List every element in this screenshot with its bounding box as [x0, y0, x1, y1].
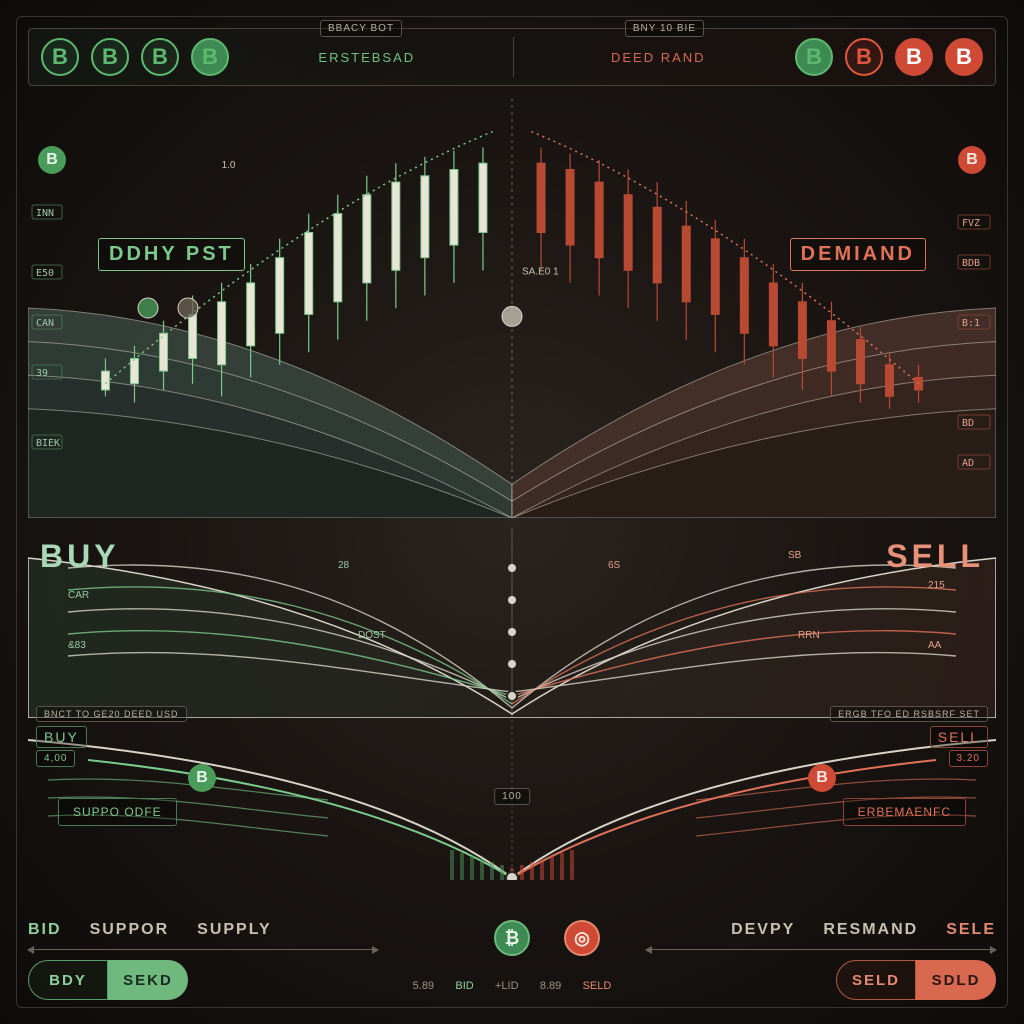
supply-title: DDHY PST: [98, 238, 245, 271]
footer-label: BID: [28, 921, 62, 939]
demand-title: DEMIAND: [790, 238, 926, 271]
bitcoin-icon: B: [958, 146, 986, 174]
bitcoin-icon: B: [38, 146, 66, 174]
footer-right: DEVPY RESMAND SELE SELD SDLD: [646, 921, 996, 1000]
footer-right-labels: DEVPY RESMAND SELE: [731, 921, 996, 939]
footer-label: RESMAND: [823, 921, 918, 939]
candlestick-depth-chart: INN E50 CAN 39 BIEK FVZ BDB B:1 BD AD SA.E0 1 1.0 D…: [28, 98, 996, 518]
svg-text:1.0: 1.0: [222, 160, 236, 171]
buy-label: BUY: [40, 538, 120, 575]
sell-label-2: SELL: [930, 726, 988, 748]
footer: BID SUPPOR SUPPLY BDY SEKD ₿ ◎ 5.89 BID +L…: [28, 890, 996, 1000]
svg-text:DOST: DOST: [358, 630, 386, 641]
bitcoin-icon: B: [945, 38, 983, 76]
svg-text:RRN: RRN: [798, 630, 820, 641]
mid-svg: CAR&83 28 DOST 6S SB RRN 215 AA: [28, 528, 996, 718]
svg-text:BD: BD: [962, 418, 974, 429]
buy-label-2: BUY: [36, 726, 87, 748]
buy-value: 4,00: [36, 750, 75, 767]
svg-text:39: 39: [36, 368, 48, 379]
svg-text:E50: E50: [36, 268, 54, 279]
footer-left-labels: BID SUPPOR SUPPLY: [28, 921, 378, 939]
svg-text:FVZ: FVZ: [962, 218, 980, 229]
bitcoin-icon: B: [795, 38, 833, 76]
chart-svg: INN E50 CAN 39 BIEK FVZ BDB B:1 BD AD SA.E0 1 1.0: [28, 98, 996, 518]
footer-label: SUPPLY: [197, 921, 272, 939]
buy-pill-group: BDY SEKD: [28, 960, 378, 1000]
axis-ticks: 5.89 BID +LID 8.89 SELD: [402, 980, 622, 992]
svg-text:215: 215: [928, 580, 945, 591]
bitcoin-icon: B: [91, 38, 129, 76]
axis-arrow-left: [28, 949, 378, 950]
header-bar: BBBB ERSTEBSAD DEED RAND BBBB: [28, 28, 996, 86]
footer-label: DEVPY: [731, 921, 795, 939]
mid-curves-zone: CAR&8328DOST6SSBRRN215AA BUY SELL BNCT T…: [28, 528, 996, 718]
depth-zone: BUY SELL 4,00 3.20 SUPPO ODFE ERBEMAENFC…: [28, 720, 996, 880]
sell-pill-group: SELD SDLD: [836, 960, 996, 1000]
bitcoin-icon: B: [141, 38, 179, 76]
footer-label: SUPPOR: [90, 921, 170, 939]
svg-text:B:1: B:1: [962, 318, 980, 329]
coins-right: BBBB: [795, 38, 983, 76]
svg-text:BDB: BDB: [962, 258, 980, 269]
svg-text:28: 28: [338, 560, 350, 571]
sell-pill[interactable]: SELD: [836, 960, 916, 1000]
bitcoin-icon: B: [845, 38, 883, 76]
sell-label: SELL: [886, 538, 984, 575]
bitcoin-icon: B: [191, 38, 229, 76]
tick: +LID: [495, 980, 519, 992]
tick: 8.89: [540, 980, 561, 992]
tick: SELD: [583, 980, 612, 992]
depth-center: 100: [494, 788, 530, 805]
sell-value: 3.20: [949, 750, 988, 767]
footer-center: ₿ ◎ 5.89 BID +LID 8.89 SELD: [402, 890, 622, 1000]
sold-pill[interactable]: SDLD: [916, 960, 996, 1000]
svg-text:AA: AA: [928, 640, 942, 651]
support-button[interactable]: SUPPO ODFE: [58, 798, 177, 826]
center-coin-icon: ₿: [494, 920, 530, 956]
svg-text:AD: AD: [962, 458, 974, 469]
svg-text:SB: SB: [788, 550, 802, 561]
header-label-right: DEED RAND: [611, 50, 706, 65]
tick: BID: [455, 980, 473, 992]
coins-left: BBBB: [41, 38, 229, 76]
resistance-button[interactable]: ERBEMAENFC: [843, 798, 966, 826]
axis-arrow-right: [646, 949, 996, 950]
footer-label: SELE: [946, 921, 996, 939]
bitcoin-icon: B: [808, 764, 836, 792]
header-sub-left: BBACY BOT: [320, 20, 402, 37]
svg-text:CAN: CAN: [36, 318, 54, 329]
header-sub-right: BNY 10 BIE: [625, 20, 704, 37]
footer-left: BID SUPPOR SUPPLY BDY SEKD: [28, 921, 378, 1000]
svg-text:&83: &83: [68, 640, 86, 651]
tick: 5.89: [413, 980, 434, 992]
bitcoin-icon: B: [895, 38, 933, 76]
header-label-left: ERSTEBSAD: [318, 50, 415, 65]
svg-text:6S: 6S: [608, 560, 621, 571]
bitcoin-icon: B: [188, 764, 216, 792]
bitcoin-icon: B: [41, 38, 79, 76]
center-target-icon: ◎: [564, 920, 600, 956]
svg-text:BIEK: BIEK: [36, 438, 60, 449]
send-pill[interactable]: SEKD: [108, 960, 188, 1000]
buy-pill[interactable]: BDY: [28, 960, 108, 1000]
svg-text:INN: INN: [36, 208, 54, 219]
svg-text:CAR: CAR: [68, 590, 89, 601]
header-divider: [513, 37, 514, 77]
svg-text:SA.E0 1: SA.E0 1: [522, 266, 559, 277]
